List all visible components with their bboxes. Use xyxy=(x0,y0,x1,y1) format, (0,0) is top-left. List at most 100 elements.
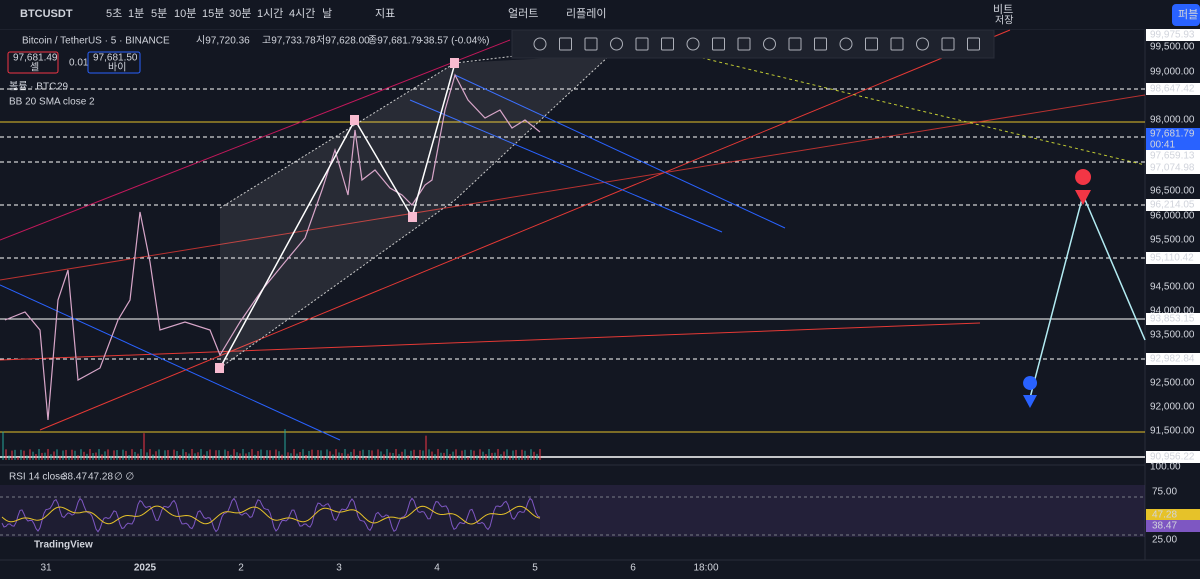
volume-bar xyxy=(74,450,76,460)
volume-bar xyxy=(515,449,517,460)
interval[interactable]: 30분 xyxy=(229,8,251,20)
interval[interactable]: 5분 xyxy=(151,8,167,20)
interval[interactable]: 날 xyxy=(322,7,332,20)
price-label-bg xyxy=(1146,128,1200,140)
tool-icon[interactable] xyxy=(763,37,776,51)
sell-button[interactable] xyxy=(7,51,59,74)
tool-icon[interactable] xyxy=(610,37,623,51)
volume-bar xyxy=(380,451,382,460)
volume-bar xyxy=(260,449,262,460)
alert[interactable]: 얼러트 xyxy=(508,6,538,20)
replay[interactable]: 리플레이 xyxy=(566,7,606,20)
rsi-extra: ∅ ∅ xyxy=(114,472,134,483)
interval[interactable]: 4시간 xyxy=(289,7,315,20)
volume-bar xyxy=(41,452,43,460)
tool-icon[interactable] xyxy=(814,37,827,51)
tool-icon[interactable] xyxy=(737,37,751,51)
interval[interactable]: 1시간 xyxy=(257,7,283,20)
volume-bar xyxy=(344,449,346,460)
texts: BTCUSDT 지표 얼러트 리플레이 비트 저장 퍼블 Bitcoin / T… xyxy=(7,3,1200,551)
volume-bar xyxy=(323,455,325,460)
tool-icon[interactable] xyxy=(635,37,649,51)
tool-icon[interactable] xyxy=(661,37,674,51)
volume-bar xyxy=(167,450,169,460)
volume-bar xyxy=(107,449,109,460)
drawing-toolbar[interactable] xyxy=(511,29,995,59)
rsi-axis-label: 47.28 xyxy=(1152,510,1177,521)
volume-bar xyxy=(146,452,148,460)
volume-bar xyxy=(161,456,163,460)
volume-bar xyxy=(341,453,343,460)
volume-bar xyxy=(440,452,442,460)
volume-bar xyxy=(368,449,370,460)
tool-icon[interactable] xyxy=(916,37,929,51)
indicators[interactable]: 지표 xyxy=(375,7,395,20)
sell[interactable]: 셀 xyxy=(30,62,39,74)
drawing-tools xyxy=(533,37,980,51)
volume-bar xyxy=(338,452,340,460)
volume-bar xyxy=(362,449,364,460)
price-label: 97,681.79 xyxy=(1150,129,1195,140)
tool-icon[interactable] xyxy=(559,37,572,51)
price-label: 99,000.00 xyxy=(1150,67,1195,78)
publish[interactable]: 퍼블 xyxy=(1178,8,1198,21)
layout-sub: 저장 xyxy=(995,15,1013,27)
sell-price[interactable]: 97,681.49 xyxy=(13,53,58,64)
volume-bar xyxy=(479,449,481,460)
interval[interactable]: 5초 xyxy=(106,7,122,20)
volume-bar xyxy=(176,450,178,460)
price-label: 92,500.00 xyxy=(1150,378,1195,389)
volume-bar xyxy=(539,449,541,460)
tool-icon[interactable] xyxy=(890,37,904,51)
interval[interactable]: 1분 xyxy=(128,8,144,20)
tool-icon[interactable] xyxy=(788,37,802,51)
tool-icon[interactable] xyxy=(533,37,547,51)
volume-bar xyxy=(488,449,490,460)
volume-bar xyxy=(170,456,172,460)
volume-bar xyxy=(521,449,523,460)
volume-bar xyxy=(38,449,40,460)
open: 시97,720.36 xyxy=(196,35,250,47)
time-label: 4 xyxy=(434,563,440,574)
symbol[interactable]: BTCUSDT xyxy=(20,8,73,20)
volume-bar xyxy=(446,449,448,460)
volume-bar xyxy=(5,449,7,460)
tool-icon[interactable] xyxy=(967,37,980,51)
volume-bar xyxy=(113,450,115,460)
layout-name[interactable]: 비트 xyxy=(993,3,1013,16)
time-label: 3 xyxy=(336,563,342,574)
rsi-label: RSI 14 close xyxy=(9,472,66,483)
volume-bar xyxy=(473,450,475,460)
volume-bar xyxy=(350,451,352,460)
buy-price[interactable]: 97,681.50 xyxy=(93,53,138,64)
volume-bar xyxy=(404,449,406,460)
tool-icon[interactable] xyxy=(941,37,955,51)
volume-bar xyxy=(299,452,301,460)
tool-icon[interactable] xyxy=(712,37,725,51)
tool-icon[interactable] xyxy=(584,37,598,51)
tool-icon[interactable] xyxy=(865,37,878,51)
volume-bar xyxy=(206,451,208,460)
volume-bar xyxy=(377,449,379,460)
volume-bar xyxy=(425,435,427,460)
time-label: 18:00 xyxy=(693,563,718,574)
price-label-bg xyxy=(1146,353,1200,365)
volume-bar xyxy=(296,453,298,460)
volume-bar xyxy=(191,449,193,460)
channel xyxy=(220,55,610,368)
interval[interactable]: 15분 xyxy=(202,8,224,20)
buy-button[interactable] xyxy=(87,51,141,74)
publish-button[interactable] xyxy=(1172,4,1200,26)
tool-icon[interactable] xyxy=(686,37,700,51)
volume-bar xyxy=(119,456,121,460)
tool-icon[interactable] xyxy=(839,37,853,51)
interval[interactable]: 10분 xyxy=(174,8,196,20)
volume-bar xyxy=(92,453,94,460)
volume-bar xyxy=(131,449,133,460)
buy[interactable]: 바이 xyxy=(108,62,126,74)
price-label-bg xyxy=(1146,29,1200,41)
volume-bar xyxy=(137,453,139,460)
price-label: 00:41 xyxy=(1150,140,1175,151)
volume-bar xyxy=(302,449,304,460)
volume-bar xyxy=(335,449,337,460)
